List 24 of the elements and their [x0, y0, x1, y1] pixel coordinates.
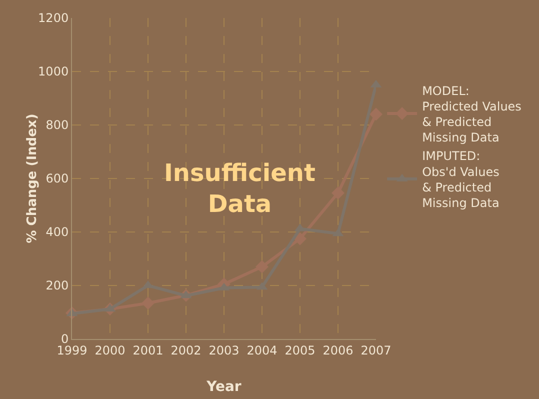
y-tick-label: 1200: [38, 11, 69, 26]
x-tick-label: 2002: [170, 343, 202, 358]
annotation: Insufficient Data: [164, 159, 316, 218]
x-tick-label: 2000: [94, 343, 126, 358]
point: [370, 108, 382, 121]
legend-label: MODEL: Predicted Values & Predicted Missing Data: [422, 84, 522, 145]
x-tick-label: 2001: [132, 343, 164, 358]
y-tick-label: 400: [46, 225, 69, 240]
legend-label: IMPUTED: Obs'd Values & Predicted Missing Data: [422, 149, 500, 210]
y-tick-label: 200: [46, 278, 69, 293]
x-tick-label: 2005: [284, 343, 316, 358]
y-axis-title: % Change (Index): [25, 114, 40, 244]
x-tick-label: 2007: [360, 343, 392, 358]
y-tick-label: 600: [46, 172, 69, 186]
point: [142, 296, 154, 310]
y-tick-label: 1000: [38, 64, 69, 79]
x-tick-label: 2006: [322, 343, 354, 358]
point: [256, 260, 268, 274]
x-tick-label: 2004: [246, 343, 278, 358]
point: [332, 186, 344, 200]
y-tick-label: 800: [46, 118, 69, 132]
point: [294, 232, 306, 246]
x-axis-title: Year: [206, 379, 242, 395]
x-tick-label: 2003: [208, 343, 240, 358]
